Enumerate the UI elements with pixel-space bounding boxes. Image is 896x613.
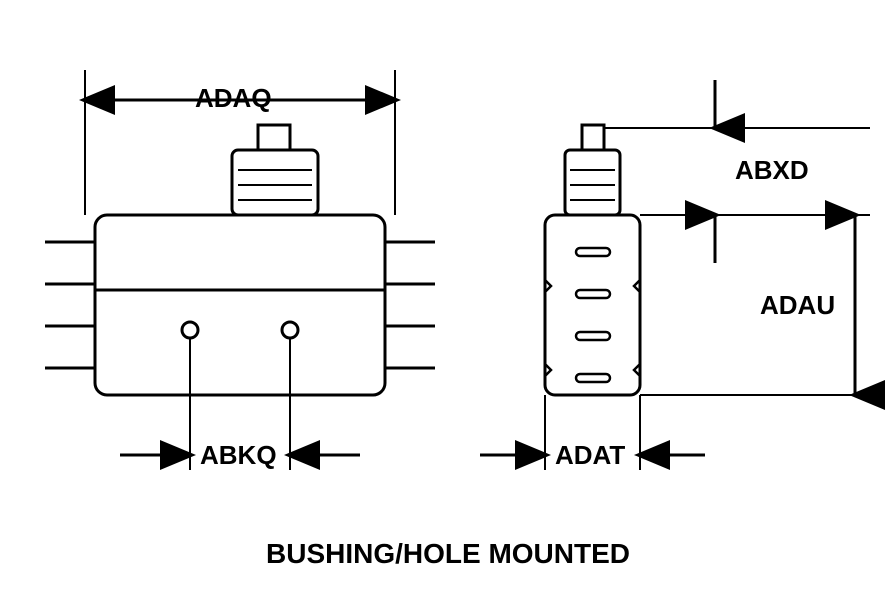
- label-adaq: ADAQ: [195, 83, 272, 114]
- diagram-caption: BUSHING/HOLE MOUNTED: [0, 538, 896, 570]
- label-adau: ADAU: [760, 290, 835, 321]
- front-view: [45, 125, 435, 470]
- label-abxd: ABXD: [735, 155, 809, 186]
- dim-adau: [640, 215, 870, 395]
- label-abkq: ABKQ: [200, 440, 277, 471]
- side-view: [545, 125, 640, 395]
- technical-diagram: ADAQ ABKQ ADAT ABXD ADAU BUSHING/HOLE MO…: [0, 0, 896, 608]
- label-adat: ADAT: [555, 440, 625, 471]
